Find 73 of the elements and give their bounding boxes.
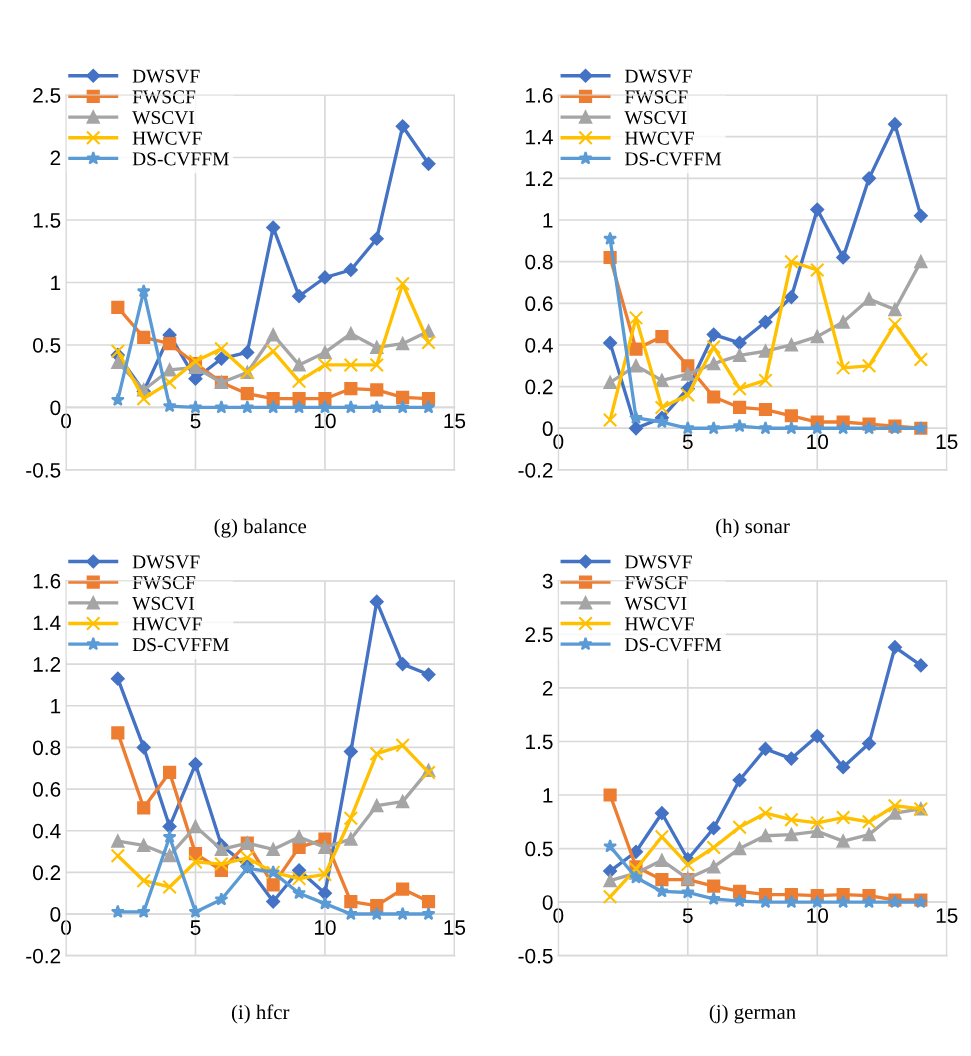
y-tick-label: 1.2: [526, 171, 553, 186]
x-tick-label: 5: [190, 920, 201, 935]
y-tick-label: 0.4: [33, 823, 61, 839]
text: (g) balance: [214, 518, 307, 538]
legend-label: FWSCF: [625, 576, 688, 590]
legend-label: DS-CVFFM: [132, 152, 229, 166]
legend-label: DWSVF: [625, 555, 692, 569]
legend-label: DWSVF: [625, 69, 692, 83]
legend-label: HWCVF: [132, 617, 202, 631]
x-tick-label: 15: [444, 920, 466, 935]
y-tick-label: 0.2: [33, 865, 61, 881]
legend-label: WSCVI: [132, 596, 195, 610]
x-tick-label: 0: [61, 413, 72, 429]
x-tick-label: 0: [553, 434, 564, 450]
y-tick-label: 0: [50, 400, 61, 416]
y-tick-label: 2.5: [33, 88, 61, 103]
y-tick-label: 0.8: [33, 740, 61, 756]
x-tick-label: 10: [314, 413, 336, 429]
legend-label: FWSCF: [625, 90, 688, 104]
y-tick-label: 0.8: [525, 254, 553, 270]
y-tick-label: 1.6: [526, 88, 553, 103]
y-tick-label: 0.2: [525, 379, 553, 395]
y-tick-label: 3: [542, 573, 553, 589]
y-tick-label: -0.5: [26, 462, 61, 478]
y-tick-label: 1.5: [33, 213, 61, 228]
y-tick-label: -0.5: [518, 948, 553, 964]
x-tick-label: 5: [682, 908, 693, 923]
y-tick-label: 1.5: [526, 734, 553, 750]
y-tick-label: 0: [542, 895, 553, 910]
text: (j) german: [709, 1004, 796, 1024]
y-tick-label: -0.2: [518, 462, 553, 478]
legend-label: HWCVF: [132, 131, 202, 145]
text: (h) sonar: [716, 518, 790, 538]
legend-label: FWSCF: [132, 90, 196, 104]
y-tick-label: 1: [51, 275, 61, 291]
text: (i) hfcr: [231, 1004, 290, 1024]
x-tick-label: 10: [314, 920, 336, 935]
x-tick-label: 15: [444, 413, 466, 429]
legend-label: DWSVF: [132, 555, 200, 569]
y-tick-label: 2: [542, 680, 553, 696]
y-tick-label: 0.6: [525, 296, 553, 312]
legend-label: DS-CVFFM: [625, 152, 722, 166]
y-tick-label: 0.5: [33, 337, 61, 353]
x-tick-label: 5: [682, 434, 693, 450]
x-tick-label: 10: [807, 434, 829, 450]
x-tick-label: 0: [61, 920, 72, 935]
y-tick-label: 1: [543, 213, 553, 228]
y-tick-label: 0.4: [525, 337, 553, 353]
y-tick-label: 1.6: [33, 573, 61, 589]
x-tick-label: 5: [190, 413, 201, 429]
x-tick-label: 10: [807, 908, 829, 923]
x-tick-label: 15: [936, 434, 958, 450]
legend-label: DS-CVFFM: [132, 638, 229, 652]
x-tick-label: 15: [936, 908, 958, 923]
legend-label: FWSCF: [132, 576, 196, 590]
y-tick-label: 2: [50, 150, 61, 166]
legend-label: WSCVI: [132, 111, 195, 125]
legend-label: DS-CVFFM: [625, 638, 722, 652]
x-tick-label: 0: [553, 908, 564, 923]
y-tick-label: 1.2: [33, 657, 61, 672]
legend-label: WSCVI: [624, 111, 687, 125]
y-tick-label: 1: [543, 788, 553, 803]
y-tick-label: 2.5: [525, 627, 553, 643]
y-tick-label: 0.5: [525, 841, 553, 857]
legend-label: WSCVI: [624, 596, 687, 610]
y-tick-label: 1.4: [33, 615, 61, 630]
legend-label: DWSVF: [132, 69, 200, 83]
y-tick-label: 1.4: [526, 129, 553, 145]
legend-label: HWCVF: [625, 617, 694, 631]
legend-label: HWCVF: [625, 131, 694, 145]
y-tick-label: 0.6: [33, 782, 61, 797]
y-tick-label: 1: [51, 698, 61, 714]
y-tick-label: -0.2: [26, 948, 61, 964]
